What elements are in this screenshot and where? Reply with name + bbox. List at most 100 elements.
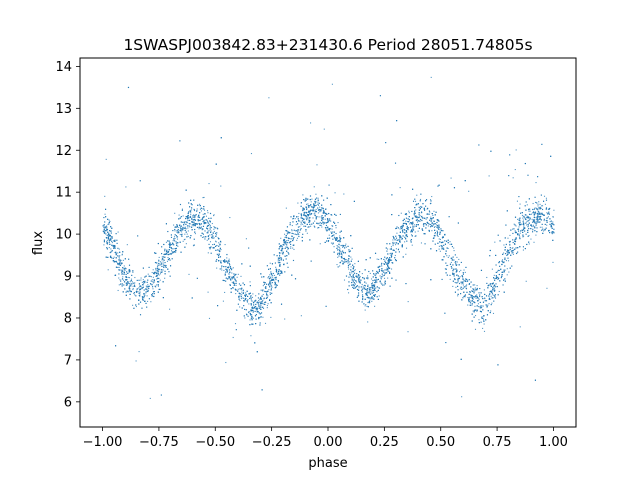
data-point (200, 226, 202, 228)
data-point (386, 243, 388, 245)
data-point (372, 284, 374, 286)
data-point (476, 287, 478, 290)
data-point (432, 225, 434, 227)
data-point (527, 174, 529, 176)
data-point (279, 253, 281, 255)
data-point (156, 284, 158, 286)
data-point (208, 237, 210, 239)
data-point (182, 226, 184, 228)
data-point (436, 234, 438, 236)
data-point (455, 268, 457, 270)
data-point (107, 269, 109, 271)
data-point (175, 241, 177, 243)
data-point (267, 303, 269, 305)
data-point (103, 230, 106, 232)
data-point (235, 284, 237, 286)
data-point (520, 212, 522, 214)
data-point (118, 273, 120, 275)
data-point (249, 285, 251, 287)
data-point (116, 261, 118, 263)
data-point (174, 228, 176, 231)
data-point (518, 222, 520, 224)
data-point (184, 233, 186, 235)
data-point (409, 226, 412, 228)
data-point (161, 259, 163, 261)
data-point (190, 214, 192, 216)
data-point (188, 222, 190, 225)
data-point (229, 284, 231, 286)
data-point (307, 216, 309, 218)
data-point (157, 271, 159, 273)
data-point (236, 289, 238, 291)
data-point (476, 285, 478, 287)
data-point (313, 203, 315, 205)
data-point (457, 282, 459, 284)
data-point (237, 288, 239, 290)
data-point (486, 276, 488, 279)
data-point (249, 314, 252, 316)
data-point (132, 271, 134, 273)
data-point (507, 257, 509, 259)
data-point (430, 202, 432, 204)
data-point (491, 302, 493, 304)
data-point (166, 249, 168, 251)
data-point (290, 240, 292, 243)
data-point (106, 230, 108, 232)
data-point (239, 295, 241, 297)
data-point (544, 203, 546, 205)
data-point (394, 254, 396, 257)
data-point (263, 283, 265, 285)
data-point (301, 210, 304, 212)
data-point (215, 241, 217, 243)
data-point (339, 265, 341, 267)
data-point (262, 303, 264, 305)
data-point (537, 203, 539, 205)
data-point (383, 274, 385, 276)
data-point (412, 200, 415, 202)
data-point (512, 228, 514, 230)
data-point (255, 318, 257, 320)
data-point (188, 273, 190, 275)
data-point (483, 315, 485, 317)
data-point (428, 223, 430, 225)
data-point (378, 266, 380, 268)
data-point (430, 224, 432, 226)
data-point (303, 211, 305, 214)
data-point (177, 231, 179, 233)
data-point (429, 199, 432, 201)
data-point (358, 281, 360, 283)
data-point (478, 144, 480, 146)
data-point (471, 290, 473, 292)
data-point (103, 226, 105, 228)
data-point (265, 293, 268, 295)
data-point (433, 226, 435, 228)
data-point (401, 238, 403, 240)
data-point (116, 239, 118, 241)
data-point (232, 267, 234, 269)
data-point (206, 232, 208, 234)
data-point (110, 230, 112, 232)
data-point (177, 232, 179, 234)
data-point (222, 260, 224, 262)
data-point (117, 263, 119, 265)
data-point (535, 207, 537, 209)
data-point (275, 266, 277, 268)
data-point (285, 207, 287, 209)
data-point (110, 236, 112, 238)
data-point (336, 245, 338, 247)
data-point (230, 277, 232, 279)
data-point (184, 238, 186, 240)
data-point (422, 229, 424, 231)
data-point (532, 228, 534, 230)
data-point (214, 232, 217, 235)
data-point (545, 219, 547, 222)
data-point (551, 233, 553, 235)
data-point (170, 252, 172, 255)
data-point (286, 233, 288, 235)
data-point (361, 283, 363, 285)
data-point (174, 237, 176, 240)
data-point (534, 221, 536, 223)
data-point (196, 210, 198, 212)
data-point (115, 252, 117, 254)
data-point (501, 271, 503, 273)
